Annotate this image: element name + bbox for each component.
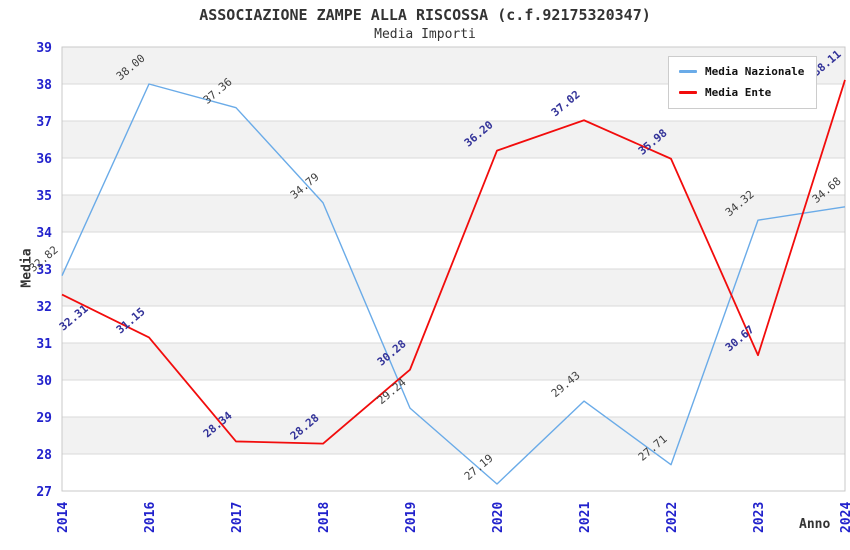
x-tick-label: 2022 <box>665 502 680 533</box>
x-tick-label: 2017 <box>230 502 245 533</box>
legend-item-media-nazionale[interactable]: Media Nazionale <box>679 65 804 78</box>
point-label-media-ente: 31.15 <box>114 305 148 336</box>
y-tick-label: 27 <box>36 485 52 500</box>
legend-swatch-media-nazionale <box>679 70 697 73</box>
x-tick-label: 2014 <box>56 502 71 533</box>
x-tick-label: 2023 <box>752 502 767 533</box>
legend-label-media-nazionale: Media Nazionale <box>705 65 805 78</box>
y-tick-label: 36 <box>36 152 52 167</box>
plot-band <box>62 417 845 454</box>
series-line-media-ente[interactable] <box>61 79 846 445</box>
x-axis-title: Anno <box>799 517 831 532</box>
y-tick-label: 28 <box>36 448 52 463</box>
x-tick-label: 2016 <box>143 502 158 533</box>
plot-band <box>62 343 845 380</box>
legend: Media Nazionale Media Ente <box>668 56 818 109</box>
x-tick-label: 2024 <box>839 502 850 533</box>
plot-band <box>62 195 845 232</box>
y-tick-label: 33 <box>36 263 52 278</box>
plot-border <box>61 46 846 492</box>
chart-title: ASSOCIAZIONE ZAMPE ALLA RISCOSSA (c.f.92… <box>199 6 651 24</box>
y-tick-label: 34 <box>36 226 52 241</box>
y-tick-label: 39 <box>36 41 52 56</box>
y-tick-label: 29 <box>36 411 52 426</box>
y-tick-label: 30 <box>36 374 52 389</box>
y-tick-label: 37 <box>36 115 52 130</box>
y-axis-title: Media <box>19 248 35 288</box>
legend-item-media-ente[interactable]: Media Ente <box>679 86 804 99</box>
x-tick-label: 2019 <box>404 502 419 533</box>
legend-label-media-ente: Media Ente <box>705 86 772 99</box>
chart-subtitle: Media Importi <box>374 27 476 42</box>
y-tick-label: 31 <box>36 337 52 352</box>
y-tick-label: 35 <box>36 189 52 204</box>
x-tick-label: 2021 <box>578 502 593 533</box>
x-tick-label: 2018 <box>317 502 332 533</box>
plot-band <box>62 121 845 158</box>
series-line-media-nazionale[interactable] <box>61 83 846 485</box>
point-label-media-ente: 37.02 <box>549 88 583 119</box>
y-tick-label: 32 <box>36 300 52 315</box>
legend-swatch-media-ente <box>679 91 697 94</box>
x-tick-label: 2020 <box>491 502 506 533</box>
plot-band <box>62 269 845 306</box>
y-tick-label: 38 <box>36 78 52 93</box>
